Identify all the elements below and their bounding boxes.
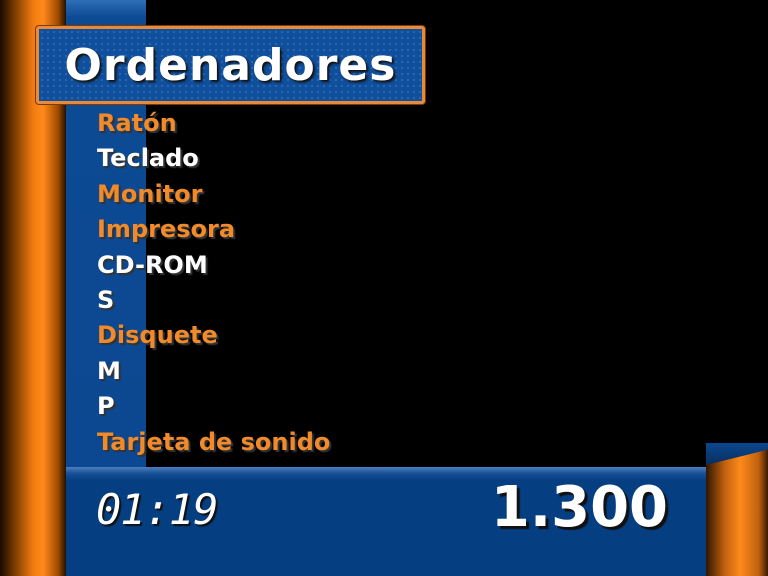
answer-item: S <box>97 285 115 314</box>
answer-item: CD-ROM <box>97 250 208 279</box>
answer-item: Tarjeta de sonido <box>97 427 331 456</box>
answer-item: Ratón <box>97 109 177 137</box>
answer-item: Disquete <box>97 321 218 350</box>
answer-item: M <box>97 356 121 385</box>
score-panel: 01:19 1.300 <box>66 467 706 576</box>
category-title-box: Ordenadores <box>36 26 425 104</box>
answer-item: P <box>97 392 115 421</box>
answer-list: Ratón Teclado Monitor Impresora CD-ROM S Disqu… <box>97 106 330 460</box>
answer-item: Teclado <box>97 144 199 173</box>
timer: 01:19 <box>96 485 218 534</box>
score: 1.300 <box>490 475 668 540</box>
category-title: Ordenadores <box>64 39 397 91</box>
right-orange-pillar <box>706 443 768 576</box>
answer-item: Monitor <box>97 179 203 208</box>
answer-item: Impresora <box>97 215 236 244</box>
